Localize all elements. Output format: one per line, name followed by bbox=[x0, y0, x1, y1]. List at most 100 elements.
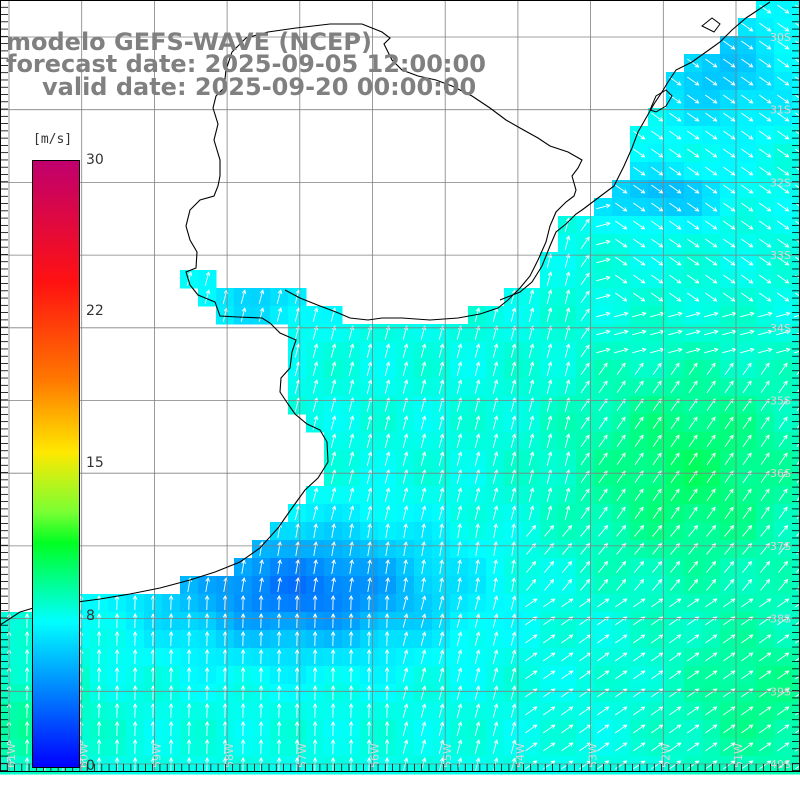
wind-arrow bbox=[741, 202, 754, 212]
wind-arrow bbox=[456, 343, 463, 358]
wind-arrow bbox=[366, 667, 372, 683]
wind-arrow bbox=[741, 166, 754, 176]
wind-arrow bbox=[114, 721, 120, 737]
wind-arrow bbox=[687, 112, 700, 122]
wind-arrow bbox=[402, 505, 409, 520]
wind-arrow bbox=[705, 598, 718, 608]
wind-arrow bbox=[186, 631, 192, 647]
wind-arrow bbox=[492, 721, 499, 736]
wind-arrow bbox=[723, 634, 736, 644]
wind-arrow bbox=[474, 361, 481, 376]
speed-cell bbox=[792, 630, 800, 649]
wind-arrow bbox=[777, 652, 790, 662]
wind-arrow bbox=[777, 130, 790, 140]
wind-arrow bbox=[295, 577, 300, 592]
wind-arrow bbox=[294, 667, 300, 683]
wind-arrow bbox=[222, 685, 228, 701]
wind-arrow bbox=[348, 757, 354, 773]
wind-arrow bbox=[349, 559, 354, 574]
wind-arrow bbox=[204, 649, 210, 665]
wind-arrow bbox=[615, 760, 628, 770]
wind-arrow bbox=[561, 706, 574, 716]
wind-arrow bbox=[741, 760, 754, 770]
wind-arrow bbox=[510, 703, 517, 718]
wind-arrow bbox=[132, 595, 138, 611]
wind-arrow bbox=[475, 559, 480, 574]
wind-arrow bbox=[616, 380, 626, 393]
wind-arrow bbox=[741, 274, 754, 284]
wind-arrow bbox=[724, 416, 734, 429]
wind-arrow bbox=[402, 343, 409, 358]
wind-arrow bbox=[670, 452, 680, 465]
wind-arrow bbox=[795, 747, 800, 752]
wind-arrow bbox=[475, 541, 480, 556]
wind-arrow bbox=[669, 256, 682, 266]
speed-cell bbox=[792, 576, 800, 595]
wind-arrow bbox=[475, 523, 480, 538]
wind-arrow bbox=[759, 40, 772, 50]
wind-arrow bbox=[633, 202, 646, 212]
wind-arrow bbox=[634, 578, 645, 591]
wind-arrow bbox=[402, 703, 409, 718]
wind-arrow bbox=[384, 739, 390, 755]
wind-arrow bbox=[510, 469, 517, 484]
longitude-label: 57W bbox=[296, 743, 309, 768]
wind-arrow bbox=[546, 415, 553, 430]
model-title: modelo GEFS-WAVE (NCEP) bbox=[6, 28, 372, 56]
wind-arrow bbox=[384, 361, 391, 376]
wind-arrow bbox=[777, 598, 790, 608]
wind-arrow bbox=[742, 380, 752, 393]
wind-arrow bbox=[402, 685, 409, 700]
wind-arrow bbox=[331, 559, 336, 574]
wind-arrow bbox=[492, 451, 499, 466]
wind-arrow bbox=[456, 613, 463, 628]
wind-arrow bbox=[348, 595, 354, 611]
wind-arrow bbox=[705, 76, 718, 86]
wind-arrow bbox=[385, 541, 390, 556]
wind-arrow bbox=[741, 58, 754, 68]
wind-arrow bbox=[528, 307, 535, 322]
wind-arrow bbox=[456, 451, 463, 466]
wind-arrow bbox=[705, 166, 718, 176]
wind-arrow bbox=[669, 112, 682, 122]
wind-arrow bbox=[475, 577, 480, 592]
wind-arrow bbox=[651, 742, 664, 752]
wind-arrow bbox=[687, 274, 700, 284]
wind-arrow bbox=[687, 670, 700, 680]
wind-arrow bbox=[313, 577, 318, 592]
wind-arrow bbox=[276, 307, 283, 322]
wind-arrow bbox=[366, 757, 372, 773]
wind-arrow bbox=[312, 343, 319, 358]
wind-arrow bbox=[596, 239, 611, 246]
wind-arrow bbox=[294, 613, 300, 629]
wind-arrow bbox=[492, 685, 499, 700]
wind-arrow bbox=[634, 488, 644, 501]
speed-cell bbox=[792, 54, 800, 73]
wind-arrow bbox=[705, 634, 718, 644]
wind-arrow bbox=[759, 148, 772, 158]
wind-arrow bbox=[330, 361, 337, 376]
wind-arrow bbox=[492, 343, 499, 358]
latitude-label: 39S bbox=[770, 685, 791, 698]
wind-arrow bbox=[561, 724, 574, 734]
wind-arrow bbox=[634, 560, 645, 573]
wind-arrow bbox=[668, 329, 683, 336]
wind-arrow bbox=[384, 487, 391, 502]
wind-arrow bbox=[474, 721, 481, 736]
wind-arrow bbox=[616, 560, 627, 573]
wind-arrow bbox=[564, 271, 571, 286]
wind-arrow bbox=[796, 387, 800, 393]
wind-arrow bbox=[651, 724, 664, 734]
wind-arrow bbox=[331, 541, 336, 556]
wind-arrow bbox=[114, 631, 120, 647]
wind-arrow bbox=[794, 314, 800, 318]
wind-arrow bbox=[205, 577, 210, 592]
colorbar bbox=[32, 160, 80, 768]
wind-arrow bbox=[615, 724, 628, 734]
wind-arrow bbox=[705, 724, 718, 734]
wind-arrow bbox=[330, 721, 336, 737]
colorbar-label-max: 30 bbox=[86, 152, 104, 168]
wind-arrow bbox=[366, 343, 373, 358]
wind-arrow bbox=[651, 184, 664, 194]
wind-arrow bbox=[403, 577, 408, 592]
